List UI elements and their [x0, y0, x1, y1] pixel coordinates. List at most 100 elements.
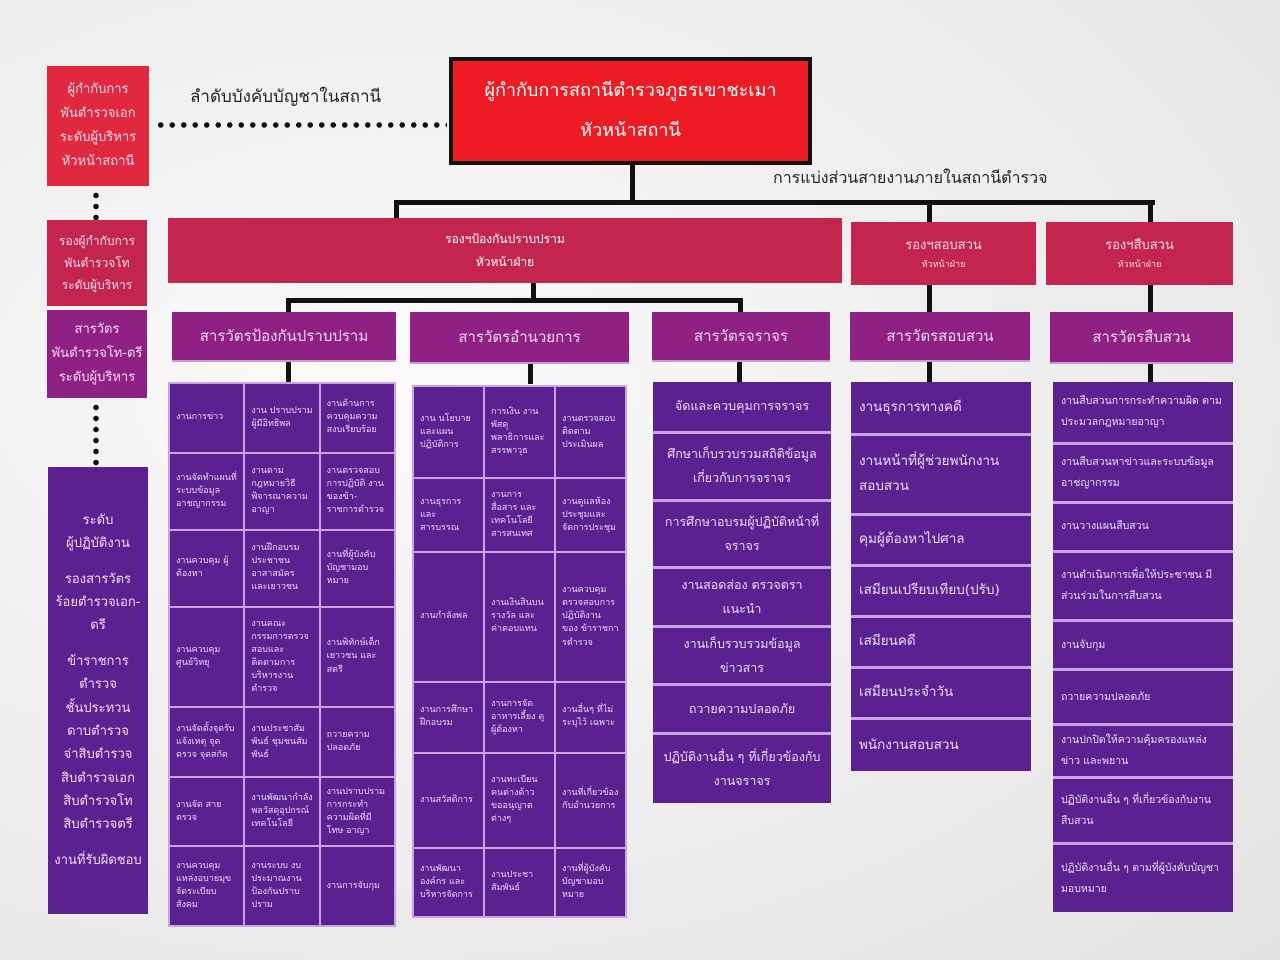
connector: [927, 362, 932, 382]
legend-line: ผู้กำกับการ: [67, 81, 129, 97]
duty-cell: งานคณะ กรรมการตรวจ สอบและ ติดตามการ บริห…: [245, 607, 319, 707]
section-administration: สารวัตรอำนวยการ: [410, 312, 629, 364]
duty-item: ถวายความปลอดภัย: [1053, 671, 1233, 724]
deputy-title: รองฯสืบสวน: [1105, 237, 1174, 253]
duty-cell: งานสวัสดิการ: [414, 753, 483, 847]
duty-item: งานเก็บรวบรวมข้อมูล ข่าวสาร: [653, 627, 831, 684]
duty-item: เสมียนคดี: [851, 617, 1031, 666]
deputy-investigation-box: รองฯสืบสวน หัวหน้าฝ่าย: [1046, 222, 1233, 285]
duty-cell: งานพัฒนากำลัง พลวัสดุอุปกรณ์ เทคโนโลยี: [245, 777, 319, 846]
duty-item: พนักงานสอบสวน: [851, 719, 1031, 771]
duty-cell: งานทะเบียน คนต่างด้าว ขออนุญาต ต่างๆ: [485, 753, 554, 847]
duty-cell: งานประชา สัมพันธ์: [485, 848, 554, 916]
duty-cell: งานควบคุม ศูนย์วิทยุ: [170, 607, 244, 707]
dotted-connector: [155, 122, 447, 128]
deputy-subtitle: หัวหน้าฝ่าย: [921, 260, 966, 271]
legend-line: พันตำรวจเอก: [60, 105, 136, 121]
duty-item: งานสืบสวนหาข่าวและระบบข้อมูล อาชญากรรม: [1053, 444, 1233, 501]
legend-line: ดาบตำรวจ: [67, 723, 129, 739]
legend-line: พันตำรวจโท: [64, 255, 130, 270]
duty-cell: งานการจับกุม: [320, 847, 394, 925]
division-label: การแบ่งส่วนสายงานภายในสถานีตำรวจ: [773, 168, 1048, 187]
connector: [286, 362, 291, 382]
legend-line: ระดับ: [82, 512, 114, 528]
duty-cell: งานตาม กฎหมายวิธี พิจารณาความ อาญา: [245, 453, 319, 530]
connector: [394, 200, 399, 218]
legend-line: พันตำรวจโท-ตรี: [51, 345, 143, 361]
legend-deputy-box: รองผู้กำกับการ พันตำรวจโท ระดับผู้บริหาร: [47, 220, 147, 306]
deputy-subtitle: หัวหน้าฝ่าย: [475, 254, 535, 269]
duty-item: งานดำเนินการเพื่อให้ประชาชน มีส่วนร่วมใน…: [1053, 552, 1233, 620]
traffic-duties-list: จัดและควบคุมการจราจร ศึกษาเก็บรวบรวมสถิติ…: [653, 382, 831, 803]
legend-inspector-box: สารวัตร พันตำรวจโท-ตรี ระดับผู้บริหาร: [47, 310, 147, 398]
deputy-prevention-box: รองฯป้องกันปราบปราม หัวหน้าฝ่าย: [168, 218, 842, 283]
duty-item: เสมียนประจำวัน: [851, 668, 1031, 717]
duty-item: งานสืบสวนการกระทำความผิด ตามประมวลกฎหมาย…: [1053, 382, 1233, 442]
duty-cell: งานจัดทำแผนที่ ระบบข้อมูล อาชญากรรม: [170, 453, 244, 530]
legend-line: สารวัตร: [74, 321, 120, 337]
duty-cell: การเงิน งานพัสดุ พลาธิการและ สรรพาวุธ: [485, 387, 554, 478]
connector: [927, 200, 932, 222]
duty-cell: งานควบคุม ตรวจสอบการ ปฏิบัติงาน ของ ข้าร…: [556, 553, 625, 681]
duty-cell: งานระบบ งบประมาณงาน ป้องกันปราบ ปราม: [245, 847, 319, 925]
duty-item: งานหน้าที่ผู้ช่วยพนักงาน สอบสวน: [851, 436, 1031, 513]
duty-cell: งาน ปราบปราม ผู้มีอิทธิพล: [245, 384, 319, 452]
dotted-connector: [93, 190, 99, 220]
duty-cell: งานการจัด อาหารเลี้ยง ดูผู้ต้องหา: [485, 682, 554, 752]
duty-item: งานธุรการทางคดี: [851, 382, 1031, 434]
legend-line: ตำรวจ: [79, 677, 117, 693]
dotted-connector: [93, 402, 99, 466]
duty-cell: งานกำลังพล: [414, 553, 483, 681]
duty-cell: งานธุรการและ สารบรรณ: [414, 479, 483, 552]
duty-item: การศึกษาอบรมผู้ปฏิบัติหน้าที่ จราจร: [653, 501, 831, 567]
duty-cell: งานการศึกษา ฝึกอบรม: [414, 682, 483, 752]
legend-operator-box: ระดับ ผู้ปฏิบัติงาน รองสารวัตร ร้อยตำรวจเอก…: [48, 467, 148, 914]
section-investigation: สารวัตรสืบสวน: [1050, 312, 1233, 364]
duty-cell: งานจัดตั้งจุดรับ แจ้งเหตุ จุด ตรวจ จุดสก…: [170, 708, 244, 776]
connector: [1148, 200, 1153, 222]
deputy-title: รองฯสอบสวน: [905, 237, 982, 253]
duty-item: งานจับกุม: [1053, 622, 1233, 669]
legend-line: ระดับผู้บริหาร: [58, 370, 136, 386]
duty-cell: งานจัด สายตรวจ: [170, 777, 244, 846]
legend-line: รองสารวัตร: [64, 571, 132, 587]
section-traffic: สารวัตรจราจร: [652, 312, 830, 362]
connector: [528, 362, 533, 384]
connector: [630, 165, 635, 203]
connector: [1148, 362, 1153, 382]
legend-line: ผู้ปฏิบัติงาน: [66, 536, 130, 552]
duty-cell: งานพัฒนา องค์กร และ บริหารจัดการ: [414, 848, 483, 916]
deputy-inquiry-box: รองฯสอบสวน หัวหน้าฝ่าย: [851, 222, 1036, 285]
duty-item: คุมผู้ต้องหาไปศาล: [851, 515, 1031, 564]
duty-cell: งานปราบปราม การกระทำ ความผิดที่มีโทษ อาญ…: [320, 777, 394, 846]
duty-cell: งานดูแลห้อง ประชุมและ จัดการประชุม: [556, 479, 625, 552]
legend-line: จ่าสิบตำรวจ: [63, 747, 133, 763]
duty-cell: งานที่ผู้บังคับ บัญชามอบ หมาย: [320, 531, 394, 606]
legend-line: ระดับผู้บริหาร: [59, 130, 137, 145]
legend-line: งานที่รับผิดชอบ: [54, 852, 142, 868]
duty-cell: งานเงินสินบน รางวัล และ ค่าตอบแทน: [485, 553, 554, 681]
section-inquiry: สารวัตรสอบสวน: [850, 312, 1030, 362]
chain-of-command-label: ลำดับบังคับบัญชาในสถานี: [190, 87, 382, 107]
legend-line: ระดับผู้บริหาร: [61, 278, 133, 293]
deputy-title: รองฯป้องกันปราบปราม: [445, 231, 565, 246]
connector: [738, 298, 743, 312]
duty-item: จัดและควบคุมการจราจร: [653, 382, 831, 431]
duty-item: ปฏิบัติงานอื่น ๆ ตามที่ผู้บังคับบัญชา มอ…: [1053, 845, 1233, 912]
prevention-duties-grid: งานการข่าว งาน ปราบปราม ผู้มีอิทธิพล งานด้…: [168, 382, 396, 927]
duty-cell: งานการสื่อสาร และเทคโนโลยี สารสนเทศ: [485, 479, 554, 552]
duty-item: งานสอดส่อง ตรวจตรา แนะนำ: [653, 569, 831, 625]
investigation-duties-list: งานสืบสวนการกระทำความผิด ตามประมวลกฎหมาย…: [1053, 382, 1233, 912]
duty-cell: งานควบคุม แหล่งอบายมุข จัดระเบียบ สังคม: [170, 847, 244, 925]
deputy-subtitle: หัวหน้าฝ่าย: [1117, 260, 1162, 271]
duty-item: งานวางแผนสืบสวน: [1053, 503, 1233, 550]
duty-item: เสมียนเปรียบเทียบ(ปรับ): [851, 566, 1031, 615]
duty-cell: ถวายความ ปลอดภัย: [320, 708, 394, 776]
connector: [1148, 285, 1153, 312]
station-chief-title: ผู้กำกับการสถานีตำรวจภูธรเขาชะเมา: [484, 80, 777, 102]
connector: [737, 362, 742, 382]
inquiry-duties-list: งานธุรการทางคดี งานหน้าที่ผู้ช่วยพนักงาน …: [851, 382, 1031, 771]
legend-line: หัวหน้าสถานี: [61, 154, 135, 170]
duty-cell: งานที่เกี่ยวข้อง กับอำนวยการ: [556, 753, 625, 847]
duty-item: ปฏิบัติงานอื่น ๆ ที่เกี่ยวข้องกับงาน สืบ…: [1053, 779, 1233, 843]
